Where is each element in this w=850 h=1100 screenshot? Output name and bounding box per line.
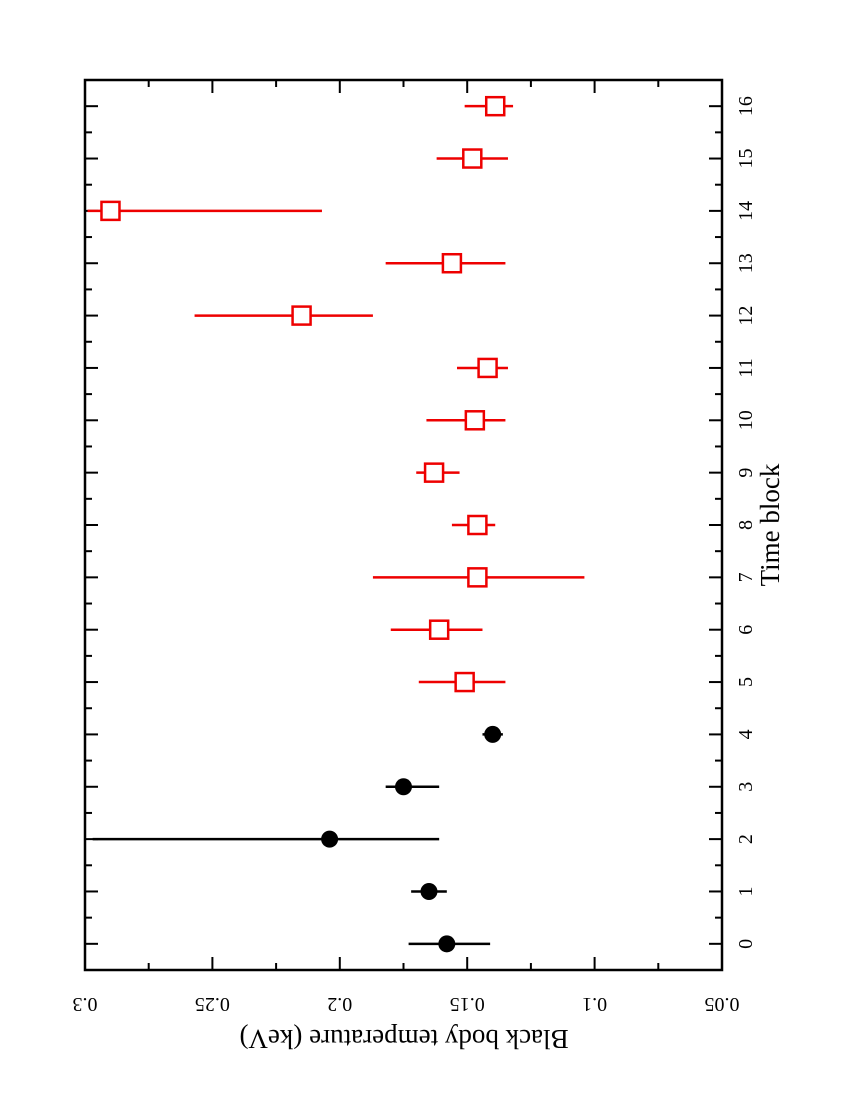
temp-tick-label: 0.2 [327, 993, 352, 1015]
block-tick-label: 4 [735, 729, 757, 739]
data-point-open-square [454, 671, 475, 693]
data-point-open-square [477, 357, 498, 379]
data-point-open-square [291, 305, 312, 326]
data-point-filled-circle [438, 935, 456, 953]
data-point-open-square [423, 462, 445, 483]
temp-tick-label: 0.25 [195, 993, 230, 1015]
data-point-open-square [484, 95, 506, 117]
plot-border [83, 78, 724, 972]
block-tick-label: 7 [735, 572, 757, 582]
block-tick-label: 5 [735, 677, 757, 687]
data-point-filled-circle [321, 830, 339, 848]
data-point-open-square [464, 410, 486, 431]
block-tick-label: 2 [735, 834, 757, 844]
data-point-open-square [462, 148, 483, 169]
axis-ticks: 0.3 0.25 0.2 0.15 0.1 0.050123456789101112131… [73, 80, 757, 1015]
temp-tick-label: 0.05 [705, 993, 740, 1015]
temp-tick-label: 0.1 [582, 993, 607, 1015]
block-tick-label: 1 [735, 886, 757, 896]
block-tick-label: 6 [735, 625, 757, 635]
data-point-open-square [467, 567, 488, 588]
block-tick-label: 11 [735, 358, 757, 377]
block-tick-label: 0 [735, 939, 757, 949]
data-point-open-square [428, 619, 450, 640]
data-point-filled-circle [395, 778, 412, 796]
block-tick-label: 14 [735, 201, 757, 221]
block-tick-label: 9 [735, 468, 757, 478]
temp-tick-label: 0.15 [450, 993, 485, 1015]
data-point-open-square [100, 200, 121, 222]
block-tick-label: 12 [735, 306, 757, 326]
block-tick-label: 3 [735, 782, 757, 792]
block-tick-label: 16 [735, 96, 757, 116]
data-markers [87, 95, 585, 953]
axis-labels: Time block Black body temperature (keV) [239, 463, 785, 1054]
block-tick-label: 8 [735, 520, 757, 530]
data-point-filled-circle [420, 882, 438, 900]
x-axis-label: Time block [755, 463, 785, 586]
block-tick-label: 10 [735, 410, 757, 430]
data-point-open-square [467, 514, 488, 536]
y-axis-label: Black body temperature (keV) [239, 1024, 568, 1054]
data-point-open-square [441, 252, 463, 274]
block-tick-label: 13 [735, 253, 757, 273]
plot-frame [83, 78, 724, 972]
block-tick-label: 15 [735, 149, 757, 169]
data-point-filled-circle [484, 725, 502, 743]
temp-tick-label: 0.3 [73, 993, 98, 1015]
